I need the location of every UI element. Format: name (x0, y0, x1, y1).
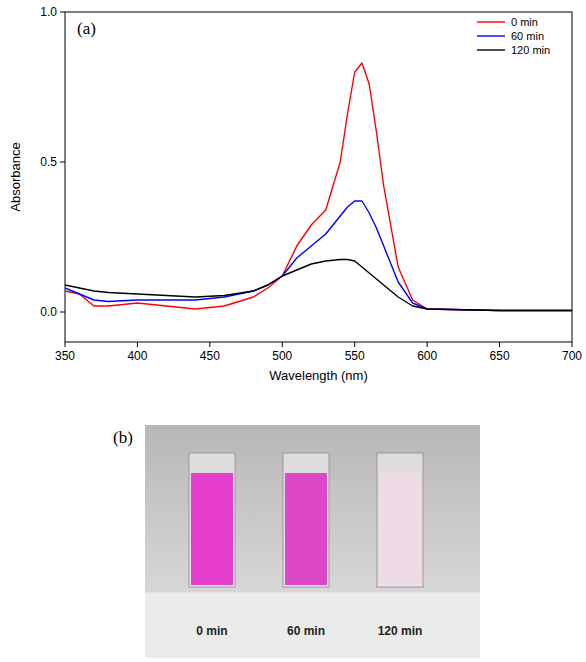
sample-label: 60 min (287, 624, 325, 638)
cuvette (377, 453, 423, 587)
spectrum-line (65, 201, 572, 311)
spectrum-line (65, 260, 572, 311)
x-tick-label: 700 (562, 349, 582, 363)
x-axis-title: Wavelength (nm) (269, 368, 368, 383)
legend-label: 0 min (511, 16, 538, 28)
x-tick (65, 342, 66, 347)
x-tick-label: 600 (417, 349, 437, 363)
x-tick (354, 342, 355, 347)
x-tick (572, 342, 573, 347)
photo-floor (145, 593, 480, 658)
panel-label: (b) (113, 428, 133, 447)
x-tick (282, 342, 283, 347)
y-tick (60, 312, 65, 313)
plot-frame (65, 12, 572, 342)
page: 350 400 450 500 550 600 650 700 0.0 0.5 1.0 Wavelen… (0, 0, 586, 662)
y-tick-label: 0.5 (40, 155, 57, 169)
panel-label: (a) (77, 19, 96, 38)
cuvette (283, 453, 329, 587)
legend-swatch (477, 49, 505, 50)
photo-background (145, 425, 480, 593)
legend-swatch (477, 21, 505, 22)
y-tick-label: 0.0 (40, 305, 57, 319)
y-axis-title: Absorbance (8, 142, 23, 211)
sample-label: 120 min (378, 624, 423, 638)
cuvette (189, 453, 235, 587)
spectrum-line (65, 63, 572, 311)
cuvette-solution (285, 473, 327, 585)
x-tick-label: 500 (272, 349, 292, 363)
plot-lines (65, 63, 572, 311)
y-tick-label: 1.0 (40, 5, 57, 19)
x-tick (209, 342, 210, 347)
x-tick (137, 342, 138, 347)
legend-label: 120 min (511, 44, 550, 56)
x-tick-label: 650 (490, 349, 510, 363)
y-tick (60, 162, 65, 163)
x-tick (499, 342, 500, 347)
x-tick-label: 550 (345, 349, 365, 363)
x-tick-label: 400 (127, 349, 147, 363)
cuvette-solution (379, 473, 421, 585)
sample-label: 0 min (196, 624, 227, 638)
x-tick-label: 350 (55, 349, 75, 363)
legend-swatch (477, 35, 505, 36)
y-tick (60, 12, 65, 13)
cuvette-solution (191, 473, 233, 585)
x-tick (427, 342, 428, 347)
legend-label: 60 min (511, 30, 544, 42)
x-tick-label: 450 (200, 349, 220, 363)
